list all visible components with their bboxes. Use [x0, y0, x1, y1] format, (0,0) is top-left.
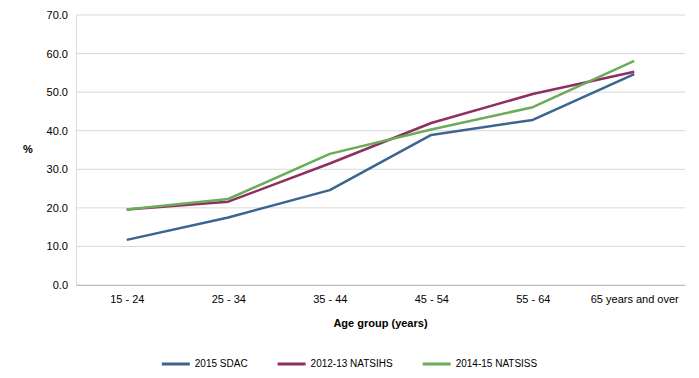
legend-item: 2014-15 NATSISS	[423, 358, 538, 369]
y-tick-label: 40.0	[47, 125, 68, 137]
y-tick-label: 60.0	[47, 48, 68, 60]
y-axis-title: %	[23, 143, 33, 155]
x-tick-label: 25 - 34	[212, 293, 246, 305]
y-axis: 0.0 10.0 20.0 30.0 40.0 50.0 60.0 70.0	[47, 9, 77, 291]
y-tick: 10.0	[47, 240, 76, 252]
x-tick-label: 55 - 64	[516, 293, 550, 305]
legend-label: 2012-13 NATSIHS	[311, 358, 393, 369]
legend: 2015 SDAC 2012-13 NATSIHS 2014-15 NATSISS	[162, 358, 538, 369]
y-tick: 40.0	[47, 125, 76, 137]
y-tick-label: 50.0	[47, 86, 68, 98]
y-tick: 60.0	[47, 48, 76, 60]
x-axis-line	[77, 285, 686, 286]
x-tick: 15 - 24	[110, 285, 144, 305]
grid-line	[76, 246, 685, 247]
x-tick-label: 45 - 54	[415, 293, 449, 305]
y-tick-label: 0.0	[53, 279, 68, 291]
x-tick: 25 - 34	[212, 285, 246, 305]
legend-item: 2012-13 NATSIHS	[278, 358, 393, 369]
x-tick: 65 years and over	[591, 285, 679, 305]
x-axis-title: Age group (years)	[333, 317, 427, 329]
legend-swatch	[162, 363, 190, 366]
y-tick-label: 10.0	[47, 240, 68, 252]
series-line	[127, 61, 635, 210]
y-tick: 30.0	[47, 163, 76, 175]
plot-area: 0.0 10.0 20.0 30.0 40.0 50.0 60.0 70.0 15 - 24 25…	[47, 9, 686, 305]
legend-item: 2015 SDAC	[162, 358, 248, 369]
x-tick: 55 - 64	[516, 285, 550, 305]
x-tick-label: 15 - 24	[110, 293, 144, 305]
y-tick: 50.0	[47, 86, 76, 98]
legend-swatch	[278, 363, 306, 366]
grid-line	[76, 169, 685, 170]
x-tick: 35 - 44	[313, 285, 347, 305]
y-tick: 0.0	[53, 279, 76, 291]
series-lines	[127, 61, 635, 240]
chart: 0.0 10.0 20.0 30.0 40.0 50.0 60.0 70.0 15 - 24 25…	[0, 0, 699, 378]
x-tick-label: 35 - 44	[313, 293, 347, 305]
legend-swatch	[423, 363, 451, 366]
x-tick-label: 65 years and over	[591, 293, 679, 305]
x-tick: 45 - 54	[415, 285, 449, 305]
series-line	[127, 74, 635, 240]
grid-line	[76, 130, 685, 131]
grid-line	[76, 53, 685, 54]
y-tick: 70.0	[47, 9, 76, 21]
x-axis: 15 - 24 25 - 34 35 - 44 45 - 54 55 - 64 65 ye…	[77, 285, 686, 305]
y-tick-label: 70.0	[47, 9, 68, 21]
y-tick: 20.0	[47, 202, 76, 214]
grid-line	[76, 15, 685, 16]
y-tick-label: 30.0	[47, 163, 68, 175]
grid-line	[76, 285, 685, 286]
legend-label: 2015 SDAC	[195, 358, 248, 369]
y-axis-line	[76, 16, 77, 286]
y-tick-label: 20.0	[47, 202, 68, 214]
legend-label: 2014-15 NATSISS	[456, 358, 538, 369]
grid	[76, 15, 685, 285]
